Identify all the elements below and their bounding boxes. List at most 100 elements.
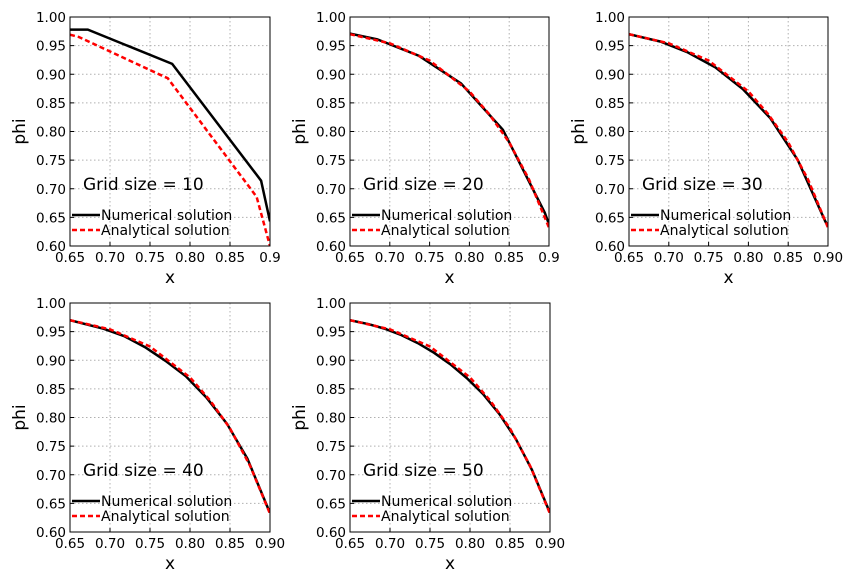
y-tick-label: 0.75 <box>316 153 346 169</box>
numerical-solution-line <box>350 32 549 225</box>
y-axis-label: phi <box>290 118 310 144</box>
y-tick-label: 0.65 <box>36 210 66 226</box>
x-tick-label: 0.90 <box>813 250 843 266</box>
y-tick-label: 0.85 <box>316 96 346 112</box>
x-tick-label: 0.9 <box>538 250 559 266</box>
x-tick-label: 0.70 <box>95 250 125 266</box>
y-tick-label: 1.00 <box>36 296 66 312</box>
x-tick-label: 0.70 <box>654 250 684 266</box>
x-tick-label: 0.90 <box>535 536 565 552</box>
x-tick-label: 0.65 <box>55 250 85 266</box>
y-tick-label: 0.85 <box>36 96 66 112</box>
y-tick-label: 0.85 <box>316 382 346 398</box>
x-tick-label: 0.75 <box>415 536 445 552</box>
subplot-4: 0.65 0.70 0.75 0.80 0.85 0.900.600.650.700.75… <box>10 296 285 574</box>
x-tick-label: 0.85 <box>495 536 525 552</box>
y-tick-label: 0.60 <box>595 239 625 255</box>
y-tick-label: 0.65 <box>36 496 66 512</box>
axes-frame <box>69 302 271 533</box>
x-axis-label: x <box>444 268 454 288</box>
x-axis-label: x <box>165 268 175 288</box>
numerical-solution-line <box>70 318 270 514</box>
axes-frame <box>69 16 271 247</box>
subplot-2: 0.65 0.70 0.75 0.80 0.85 0.90.600.650.700.750… <box>290 10 560 288</box>
legend-numerical-label: Numerical solution <box>101 208 232 224</box>
y-tick-label: 0.60 <box>316 525 346 541</box>
x-tick-label: 0.80 <box>454 250 484 266</box>
y-tick-label: 0.75 <box>36 153 66 169</box>
subplot-3: 0.65 0.70 0.75 0.80 0.85 0.900.600.650.700.75… <box>569 10 843 288</box>
x-tick-label: 0.80 <box>733 250 763 266</box>
y-tick-label: 0.90 <box>316 67 346 83</box>
y-axis-label: phi <box>10 404 30 430</box>
x-tick-label: 0.65 <box>335 250 365 266</box>
y-tick-label: 0.95 <box>36 39 66 55</box>
grid-size-annotation: Grid size = 20 <box>363 175 484 195</box>
numerical-solution-line <box>70 28 270 222</box>
grid-size-annotation: Grid size = 50 <box>363 461 484 481</box>
y-tick-label: 0.85 <box>595 96 625 112</box>
subplot-1: 0.65 0.70 0.75 0.80 0.85 0.90.600.650.700.750… <box>10 10 281 288</box>
legend-analytical-label: Analytical solution <box>381 509 510 525</box>
y-tick-label: 0.75 <box>316 439 346 455</box>
legend-analytical-label: Analytical solution <box>101 223 230 239</box>
x-tick-label: 0.70 <box>95 536 125 552</box>
y-tick-label: 0.70 <box>36 468 66 484</box>
x-tick-label: 0.65 <box>55 536 85 552</box>
y-tick-label: 0.75 <box>595 153 625 169</box>
y-tick-label: 1.00 <box>316 296 346 312</box>
x-tick-label: 0.70 <box>375 536 405 552</box>
x-tick-label: 0.80 <box>175 250 205 266</box>
y-tick-label: 0.70 <box>316 468 346 484</box>
legend-numerical-label: Numerical solution <box>381 208 512 224</box>
x-tick-label: 0.85 <box>215 536 245 552</box>
legend-analytical-label: Analytical solution <box>381 223 510 239</box>
axes-frame <box>349 16 550 247</box>
subplot-5: 0.65 0.70 0.75 0.80 0.85 0.900.600.650.700.75… <box>290 296 565 574</box>
grid-size-annotation: Grid size = 30 <box>642 175 763 195</box>
legend-analytical-label: Analytical solution <box>101 509 230 525</box>
x-tick-label: 0.85 <box>215 250 245 266</box>
axes-frame <box>349 302 551 533</box>
y-tick-label: 0.95 <box>595 39 625 55</box>
x-tick-label: 0.85 <box>773 250 803 266</box>
y-tick-label: 0.60 <box>36 239 66 255</box>
y-tick-label: 0.65 <box>316 210 346 226</box>
x-axis-label: x <box>723 268 733 288</box>
y-tick-label: 0.80 <box>316 411 346 427</box>
y-tick-label: 0.70 <box>316 182 346 198</box>
x-tick-label: 0.75 <box>694 250 724 266</box>
x-tick-label: 0.65 <box>614 250 644 266</box>
y-tick-label: 0.60 <box>316 239 346 255</box>
axes-frame <box>628 16 829 247</box>
y-tick-label: 0.80 <box>316 125 346 141</box>
legend-analytical-label: Analytical solution <box>660 223 789 239</box>
x-axis-label: x <box>165 554 175 574</box>
y-tick-label: 0.95 <box>36 325 66 341</box>
analytical-solution-line <box>70 33 270 246</box>
y-axis-label: phi <box>10 118 30 144</box>
y-tick-label: 0.85 <box>36 382 66 398</box>
y-tick-label: 0.75 <box>36 439 66 455</box>
x-tick-label: 0.80 <box>175 536 205 552</box>
y-tick-label: 0.95 <box>316 325 346 341</box>
y-axis-label: phi <box>290 404 310 430</box>
y-tick-label: 1.00 <box>595 10 625 26</box>
y-tick-label: 0.65 <box>595 210 625 226</box>
x-tick-label: 0.75 <box>135 536 165 552</box>
y-tick-label: 0.90 <box>595 67 625 83</box>
y-tick-label: 0.60 <box>36 525 66 541</box>
y-tick-label: 1.00 <box>316 10 346 26</box>
legend-numerical-label: Numerical solution <box>381 494 512 510</box>
y-axis-label: phi <box>569 118 589 144</box>
numerical-solution-line <box>629 32 828 227</box>
y-tick-label: 0.90 <box>36 67 66 83</box>
y-tick-label: 0.80 <box>36 411 66 427</box>
x-tick-label: 0.70 <box>375 250 405 266</box>
y-tick-label: 0.65 <box>316 496 346 512</box>
x-tick-label: 0.75 <box>415 250 445 266</box>
y-tick-label: 0.90 <box>36 353 66 369</box>
grid-size-annotation: Grid size = 40 <box>83 461 204 481</box>
x-tick-label: 0.75 <box>135 250 165 266</box>
y-tick-label: 0.70 <box>595 182 625 198</box>
